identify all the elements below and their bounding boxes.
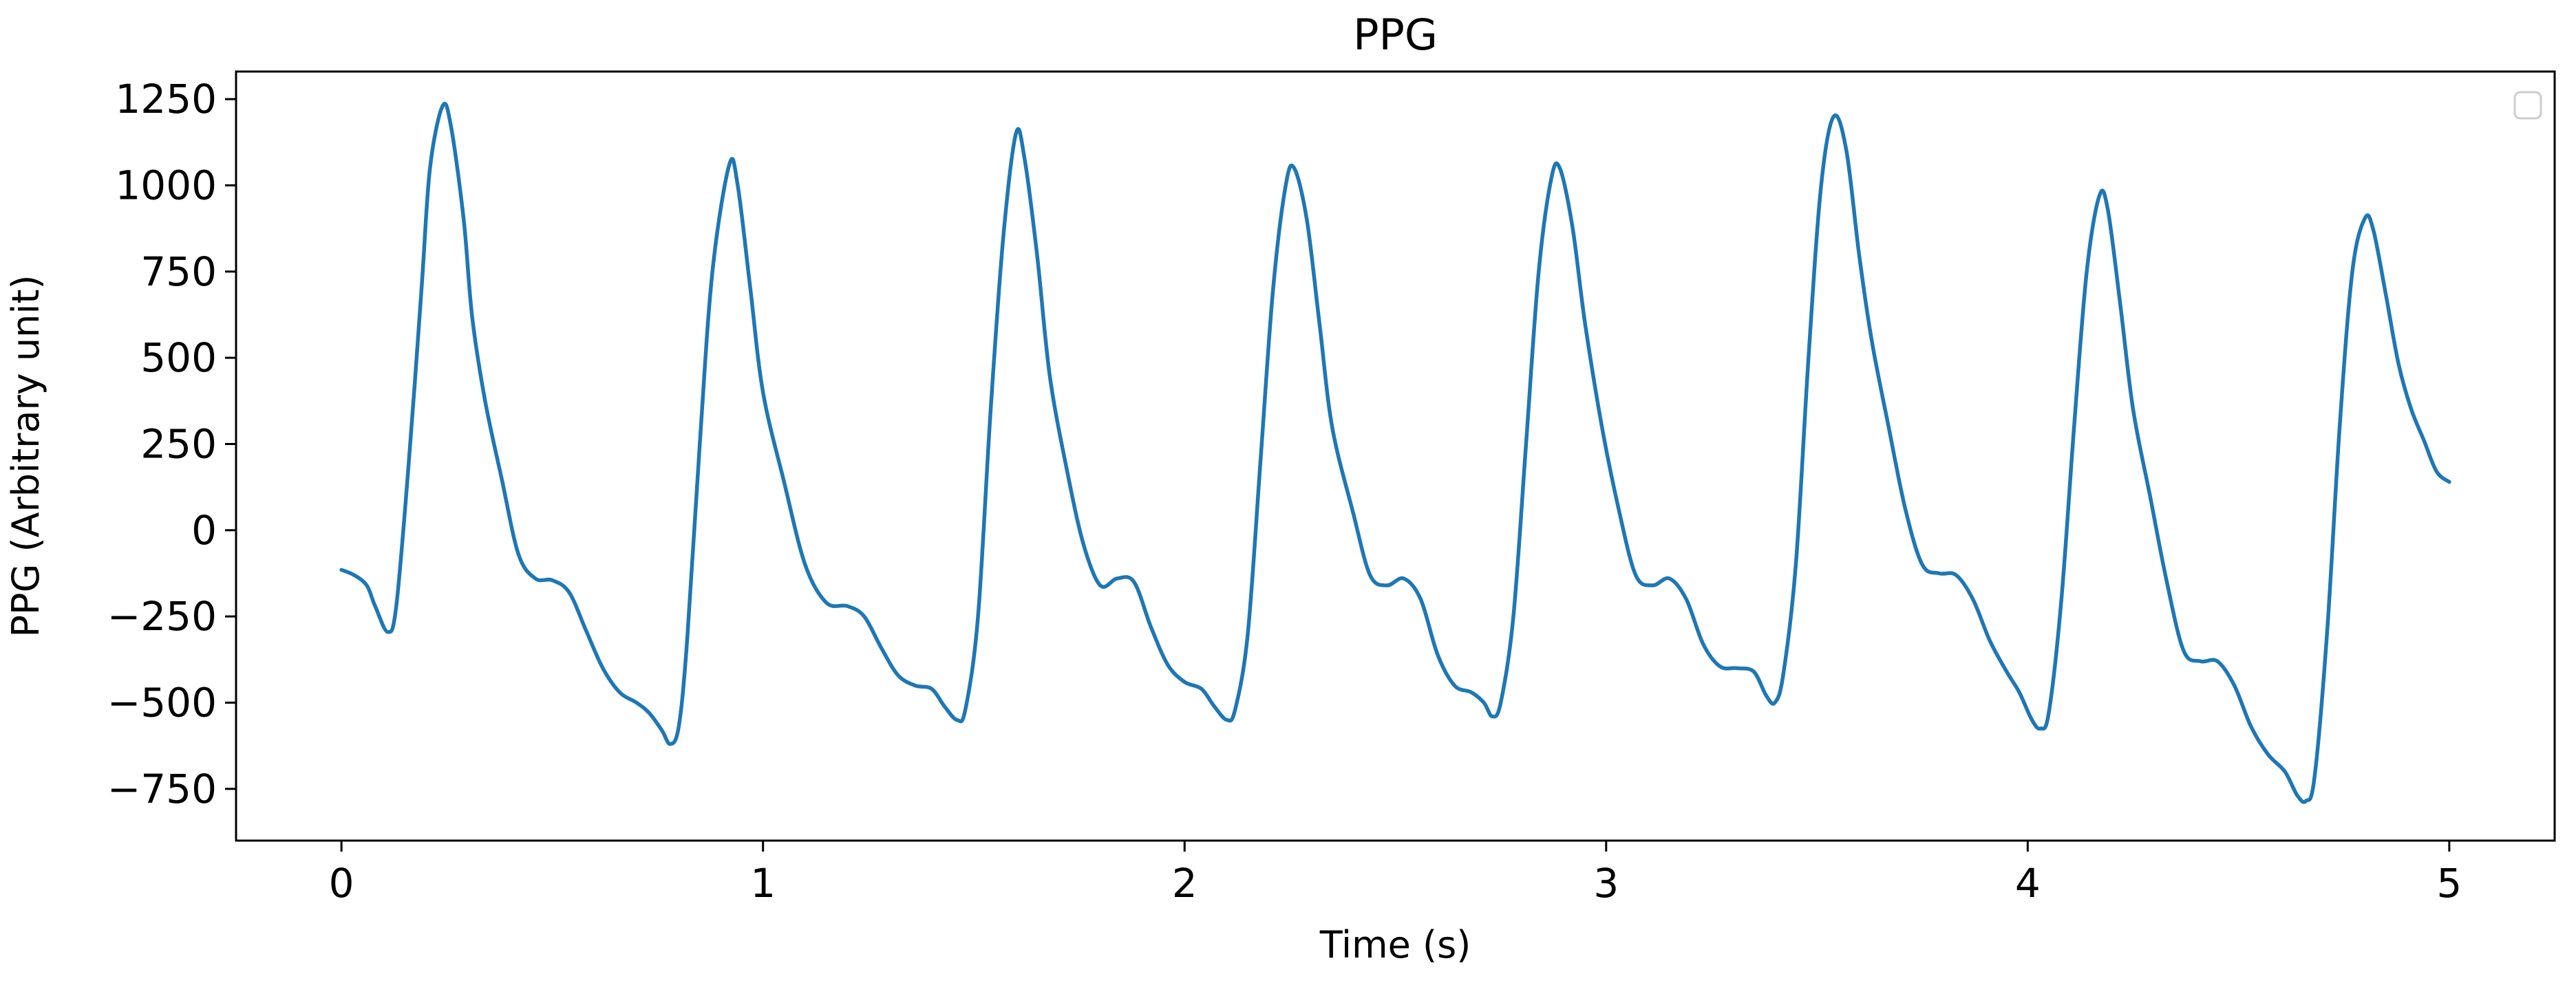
x-axis: 0 1 2 3 4 5 xyxy=(329,841,2462,907)
y-tick-label-6: 750 xyxy=(140,248,217,295)
plot-area xyxy=(339,101,2451,804)
legend-box xyxy=(2513,91,2542,120)
x-tick-label-3: 3 xyxy=(1593,860,1619,907)
y-axis: −750 −500 −250 0 250 500 750 1000 1250 xyxy=(107,76,236,812)
y-tick-label-0: −750 xyxy=(107,766,217,812)
y-tick-label-7: 1000 xyxy=(115,162,217,208)
y-tick-label-5: 500 xyxy=(140,334,217,381)
y-tick-label-1: −500 xyxy=(107,679,217,726)
series-line-0 xyxy=(339,101,2451,804)
y-tick-label-3: 0 xyxy=(191,507,217,554)
y-tick-label-2: −250 xyxy=(107,593,217,640)
y-tick-label-4: 250 xyxy=(140,420,217,467)
chart-title: PPG xyxy=(1353,10,1438,60)
x-tick-label-4: 4 xyxy=(2015,860,2041,907)
y-axis-label: PPG (Arbitrary unit) xyxy=(4,274,47,637)
x-axis-label: Time (s) xyxy=(1319,923,1471,966)
plot-frame xyxy=(235,70,2556,842)
x-tick-label-0: 0 xyxy=(329,860,354,907)
y-tick-label-8: 1250 xyxy=(115,76,217,122)
x-tick-label-2: 2 xyxy=(1172,860,1197,907)
x-tick-label-1: 1 xyxy=(750,860,776,907)
x-tick-label-5: 5 xyxy=(2436,860,2462,907)
